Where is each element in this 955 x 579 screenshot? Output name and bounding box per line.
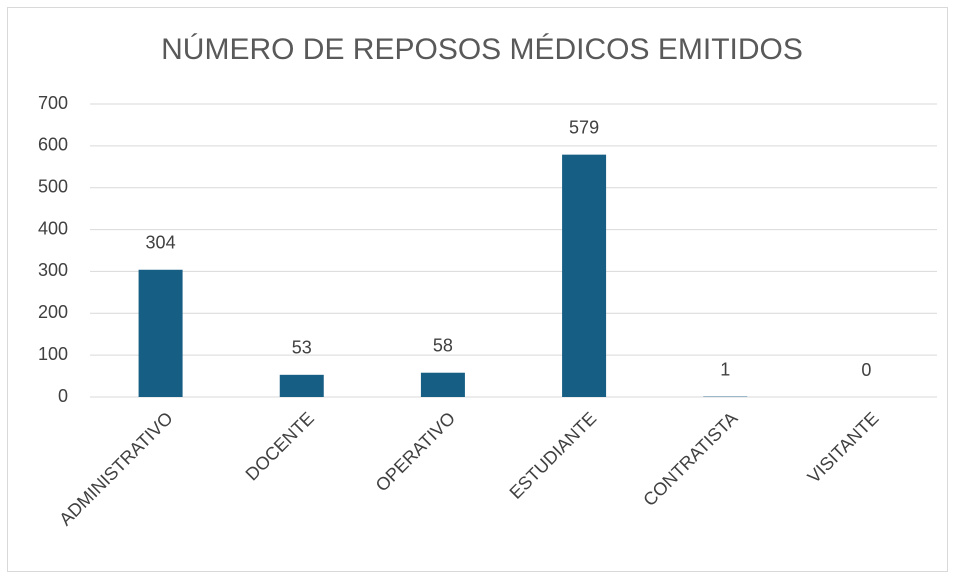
data-label: 58 [433,335,453,355]
data-label: 579 [569,117,599,137]
data-label: 53 [292,338,312,358]
bar [420,372,465,397]
bar [562,154,607,397]
data-label: 0 [861,360,871,380]
y-tick-label: 400 [38,218,68,238]
chart-title: NÚMERO DE REPOSOS MÉDICOS EMITIDOS [161,33,803,66]
y-tick-label: 500 [38,176,68,196]
y-tick-label: 100 [38,344,68,364]
y-tick-label: 300 [38,260,68,280]
y-tick-label: 0 [58,386,68,406]
data-label: 1 [720,359,730,379]
data-label: 304 [146,233,176,253]
y-tick-label: 700 [38,93,68,113]
y-tick-label: 600 [38,135,68,155]
y-tick-label: 200 [38,302,68,322]
bar [279,374,324,397]
bar [138,269,183,397]
